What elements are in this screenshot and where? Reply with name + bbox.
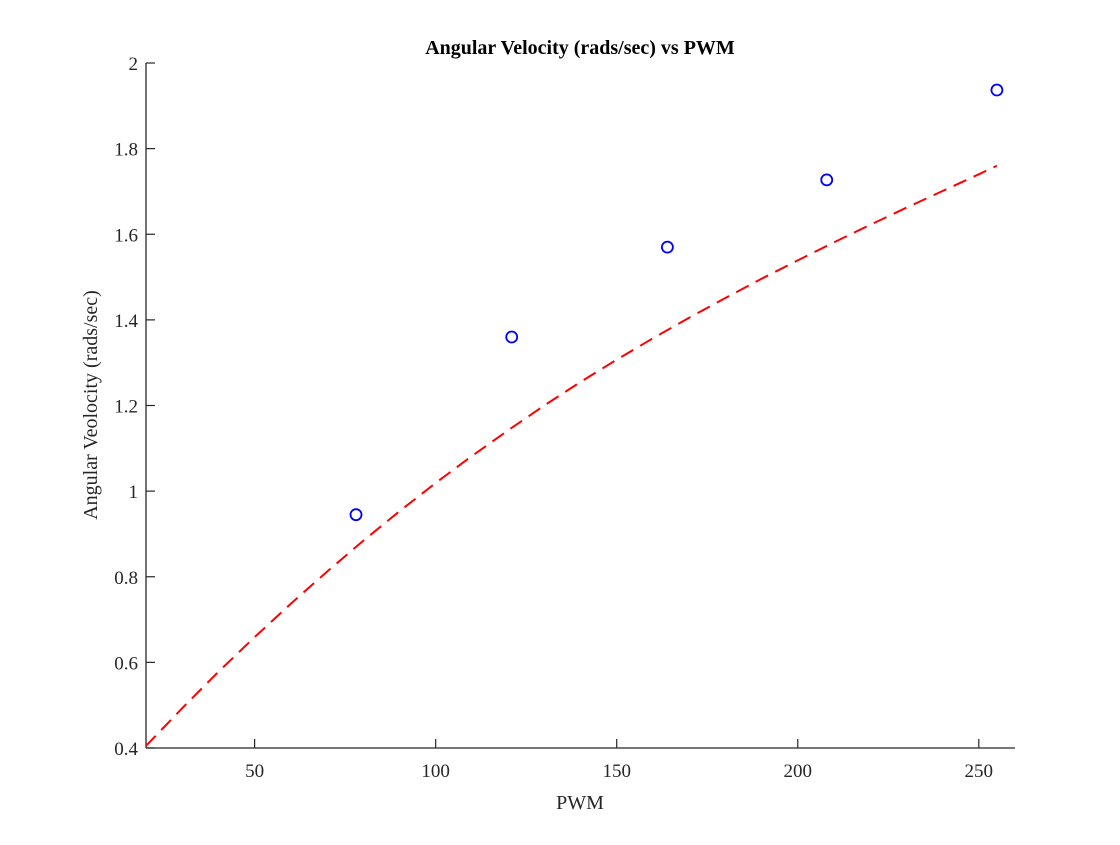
- x-axis-label: PWM: [556, 792, 604, 814]
- data-points-layer: [349, 83, 1004, 522]
- x-tick-label: 250: [965, 761, 994, 782]
- data-point-marker: [661, 240, 674, 254]
- x-tick-label: 100: [421, 761, 450, 782]
- x-tick-label: 150: [602, 761, 631, 782]
- y-tick-label: 0.8: [114, 568, 138, 589]
- y-tick-label: 1: [129, 482, 139, 503]
- fit-curve-layer: [145, 164, 998, 747]
- fit-curve-line: [145, 164, 998, 747]
- y-tick-label: 0.4: [114, 739, 138, 760]
- y-tick-label: 1.8: [114, 140, 138, 161]
- y-tick-label: 1.2: [114, 397, 138, 418]
- y-tick-label: 2: [129, 54, 139, 75]
- y-axis-label: Angular Veolocity (rads/sec): [80, 290, 102, 520]
- data-point-marker: [505, 330, 519, 344]
- y-tick-label: 0.6: [114, 653, 138, 674]
- data-point-marker: [349, 508, 363, 522]
- x-tick-label: 50: [245, 761, 264, 782]
- y-tick-label: 1.4: [114, 311, 138, 332]
- chart-title: Angular Velocity (rads/sec) vs PWM: [425, 37, 735, 59]
- axes: 50 100 150 200 250 0.4 0.6 0.8 1 1.2 1.4 1.6 1.8 2: [114, 54, 1015, 782]
- data-point-marker: [990, 83, 1004, 97]
- y-tick-label: 1.6: [114, 225, 138, 246]
- x-tick-label: 200: [784, 761, 813, 782]
- data-point-marker: [820, 173, 834, 187]
